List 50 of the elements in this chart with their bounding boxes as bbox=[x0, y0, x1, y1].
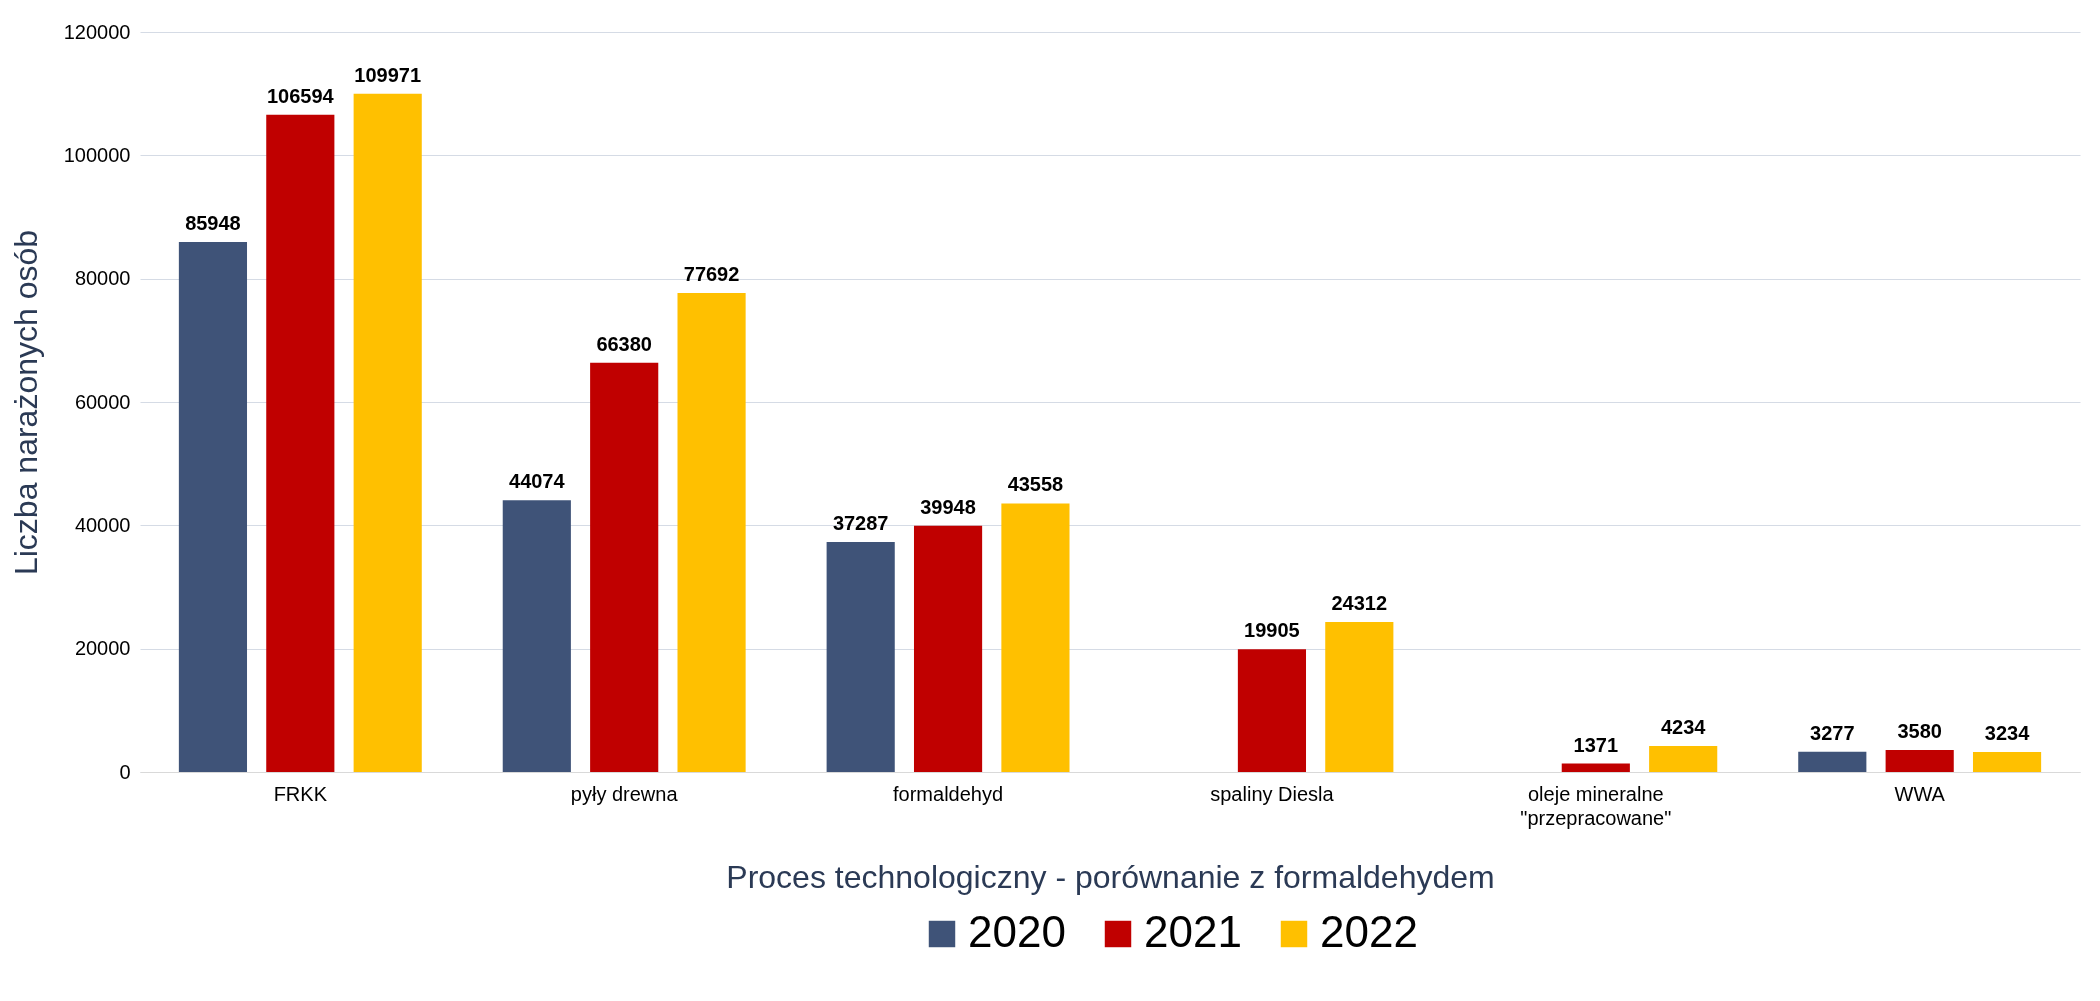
bar bbox=[590, 362, 659, 772]
data-label: 39948 bbox=[920, 495, 976, 518]
bar bbox=[677, 292, 746, 772]
x-tick-label: WWA bbox=[1894, 782, 1946, 805]
data-label: 3580 bbox=[1897, 719, 1942, 742]
bar bbox=[1885, 749, 1954, 772]
y-tick-label: 100000 bbox=[63, 143, 131, 166]
data-label: 3234 bbox=[1984, 722, 2031, 745]
y-tick-label: 80000 bbox=[74, 267, 131, 290]
y-tick-label: 40000 bbox=[74, 513, 131, 536]
y-tick-label: 60000 bbox=[74, 390, 131, 413]
data-label: 85948 bbox=[185, 211, 241, 234]
data-label: 1371 bbox=[1573, 733, 1619, 756]
data-label: 66380 bbox=[596, 332, 652, 355]
data-label: 106594 bbox=[266, 84, 335, 107]
x-tick-label: spaliny Diesla bbox=[1210, 782, 1335, 805]
legend-label: 2022 bbox=[1320, 907, 1418, 956]
data-label: 24312 bbox=[1331, 592, 1388, 615]
legend-label: 2020 bbox=[968, 907, 1066, 956]
y-tick-label: 0 bbox=[119, 760, 131, 783]
data-label: 37287 bbox=[832, 512, 889, 535]
y-tick-label: 120000 bbox=[63, 20, 131, 43]
data-label: 44074 bbox=[509, 470, 566, 493]
bar bbox=[266, 114, 335, 772]
x-tick-label: FRKK bbox=[273, 782, 328, 805]
bar bbox=[353, 93, 422, 772]
bar bbox=[502, 500, 571, 772]
data-label: 3277 bbox=[1810, 721, 1855, 744]
bar bbox=[913, 525, 983, 772]
data-label: 43558 bbox=[1007, 473, 1064, 496]
x-tick-label: pyły drewna bbox=[570, 782, 679, 805]
data-label: 19905 bbox=[1244, 619, 1300, 642]
y-tick-label: 20000 bbox=[74, 637, 131, 660]
bar bbox=[178, 241, 248, 772]
data-label: 4234 bbox=[1660, 715, 1707, 738]
x-tick-label: formaldehyd bbox=[893, 782, 1004, 805]
bar bbox=[1001, 503, 1070, 772]
y-axis-title: Liczba narażonych osób bbox=[7, 229, 44, 576]
data-label: 109971 bbox=[354, 63, 422, 86]
bar bbox=[1325, 622, 1394, 772]
bar bbox=[1972, 752, 2042, 772]
data-label: 77692 bbox=[683, 262, 740, 285]
bar bbox=[1237, 649, 1307, 772]
bar bbox=[1561, 763, 1630, 772]
legend-label: 2021 bbox=[1144, 907, 1242, 956]
bar bbox=[1798, 751, 1867, 772]
bar bbox=[1649, 745, 1718, 772]
bar bbox=[826, 542, 895, 772]
x-tick-label: oleje mineralne "przepracowane" bbox=[1520, 782, 1672, 829]
x-axis-title: Proces technologiczny - porównanie z formaldehydem bbox=[726, 858, 1495, 895]
